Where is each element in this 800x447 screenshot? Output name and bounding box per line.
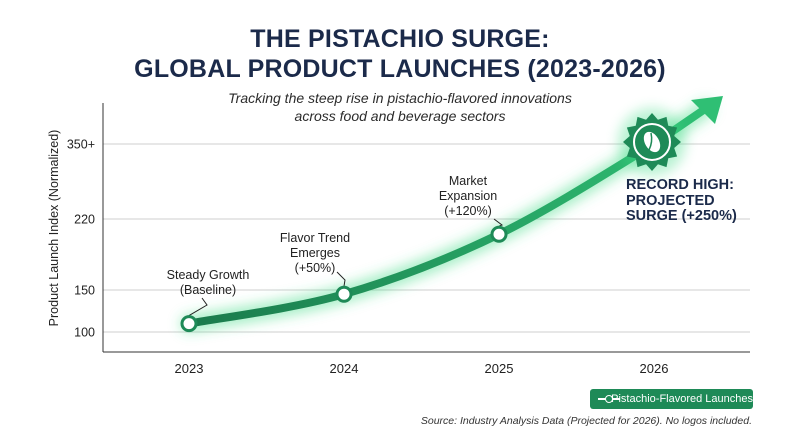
annotation-line: (+50%) — [294, 261, 336, 275]
annotation-line: Emerges — [289, 246, 341, 260]
annotation-line: Expansion — [438, 189, 498, 203]
legend-swatch — [598, 394, 620, 404]
series-line — [185, 105, 709, 328]
source-note: Source: Industry Analysis Data (Projecte… — [420, 415, 752, 427]
chart-subtitle: Tracking the steep rise in pistachio-fla… — [0, 89, 800, 125]
annotation-leader — [188, 297, 208, 317]
legend-label: Pistachio-Flavored Launches — [611, 393, 753, 405]
chart-subtitle-line-2: across food and beverage sectors — [294, 108, 506, 124]
x-tick-label: 2023 — [175, 361, 204, 376]
legend: Pistachio-Flavored Launches — [590, 389, 753, 409]
chart-title-line-2: GLOBAL PRODUCT LAUNCHES (2023-2026) — [134, 55, 666, 83]
data-point — [335, 285, 353, 303]
data-point — [180, 315, 198, 333]
y-tick-label: 150 — [74, 284, 95, 298]
x-tick-label: 2026 — [640, 361, 669, 376]
annotation-steady-growth: Steady Growth (Baseline) — [167, 268, 250, 298]
y-tick-label: 350+ — [67, 138, 95, 152]
annotation-line: (Baseline) — [179, 283, 237, 297]
data-point — [490, 225, 508, 243]
annotation-line: PROJECTED — [626, 192, 715, 209]
annotation-line: (+120%) — [444, 204, 492, 218]
pistachio-nut-icon — [618, 108, 686, 176]
chart-subtitle-line-1: Tracking the steep rise in pistachio-fla… — [228, 90, 572, 106]
chart-title: THE PISTACHIO SURGE: GLOBAL PRODUCT LAUN… — [0, 24, 800, 84]
x-tick-label: 2025 — [485, 361, 514, 376]
annotation-line: Steady Growth — [166, 268, 250, 282]
x-tick-label: 2024 — [330, 361, 359, 376]
annotation-line: SURGE (+250%) — [626, 208, 737, 224]
annotation-line: RECORD HIGH: — [626, 177, 734, 193]
annotation-line: Flavor Trend — [279, 231, 351, 245]
annotation-record-high: RECORD HIGH: PROJECTED SURGE (+250%) — [626, 177, 737, 225]
chart-title-line-1: THE PISTACHIO SURGE: — [250, 25, 550, 53]
y-tick-label: 100 — [74, 326, 95, 340]
annotation-flavor-trend: Flavor Trend Emerges (+50%) — [280, 231, 350, 276]
series-arrow-head — [691, 96, 723, 124]
annotation-leader — [336, 271, 346, 287]
annotation-line: Market — [448, 174, 488, 188]
y-tick-label: 220 — [74, 213, 95, 227]
annotation-market-expansion: Market Expansion (+120%) — [439, 174, 497, 219]
